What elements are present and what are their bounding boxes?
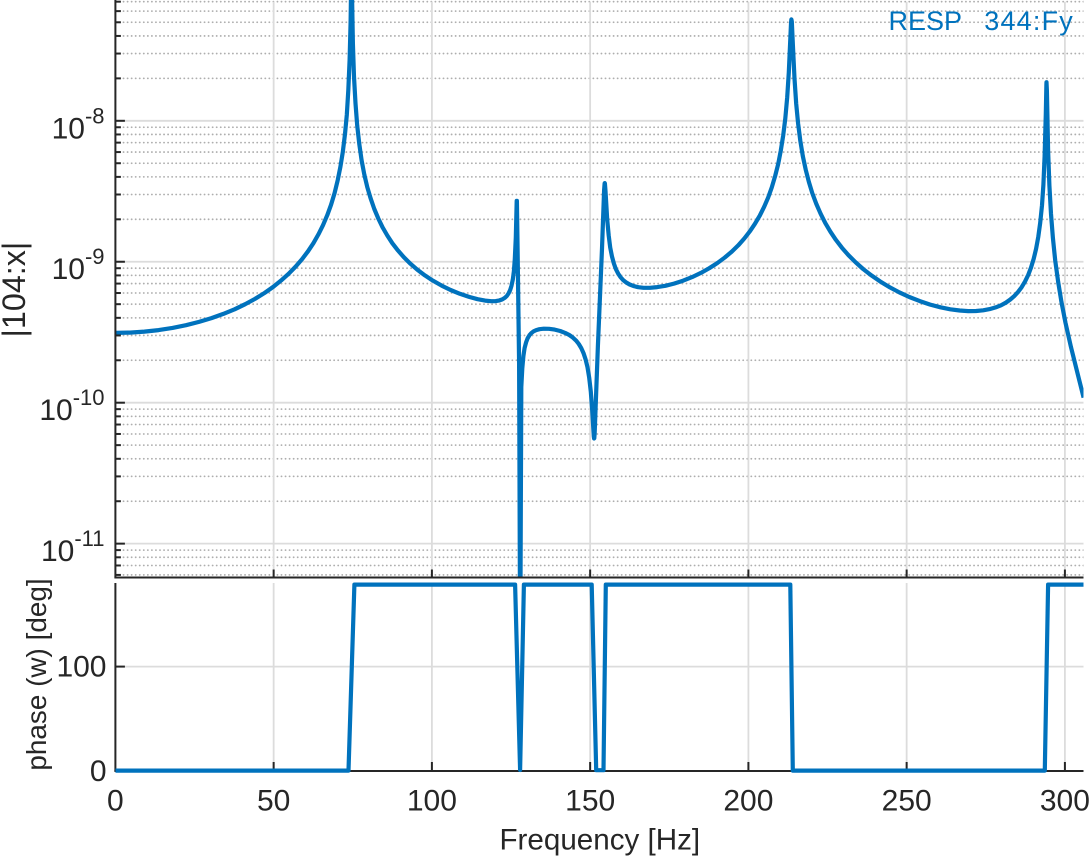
svg-text:|104:x|: |104:x| (0, 242, 32, 338)
svg-text:phase (w) [deg]: phase (w) [deg] (21, 578, 52, 770)
svg-text:50: 50 (257, 785, 290, 818)
svg-text:200: 200 (723, 785, 773, 818)
svg-text:344:Fy: 344:Fy (984, 6, 1074, 36)
svg-text:0: 0 (90, 755, 107, 788)
svg-text:0: 0 (107, 785, 124, 818)
svg-text:Frequency [Hz]: Frequency [Hz] (499, 824, 700, 857)
svg-text:RESP: RESP (889, 6, 963, 36)
svg-text:100: 100 (56, 651, 106, 684)
svg-text:100: 100 (407, 785, 457, 818)
svg-text:150: 150 (565, 785, 615, 818)
svg-text:250: 250 (882, 785, 932, 818)
svg-text:300: 300 (1040, 785, 1089, 818)
